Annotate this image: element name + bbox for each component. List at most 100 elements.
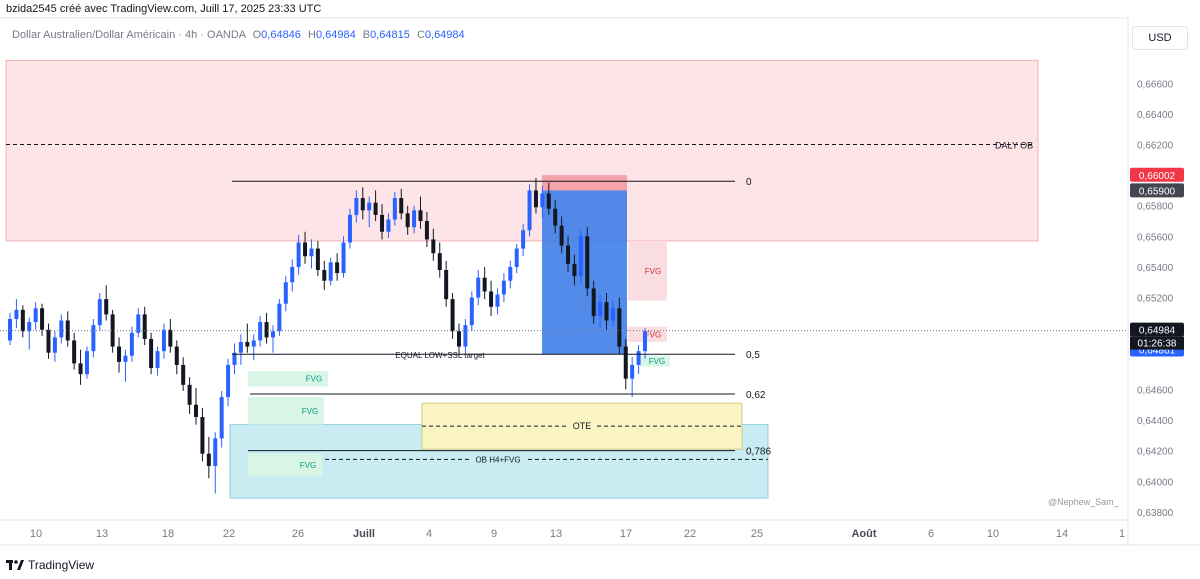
- badge-entry: 0,65900: [1130, 183, 1184, 198]
- candle-99: [643, 328, 647, 359]
- candle-11: [78, 349, 83, 385]
- candle-98: [636, 345, 641, 375]
- candle-22: [149, 332, 154, 375]
- candle-48: [315, 240, 320, 277]
- tradingview-logo-icon: [6, 560, 24, 570]
- candle-63: [412, 205, 417, 234]
- fvg-label-3: FVG: [306, 375, 322, 384]
- low-value: 0,64815: [370, 29, 410, 41]
- ote-label: OTE: [573, 421, 592, 431]
- candle-93: [604, 292, 609, 330]
- x-tick-2: 18: [162, 528, 174, 540]
- y-tick-10: 0,64400: [1137, 416, 1174, 427]
- candle-84: [546, 182, 551, 215]
- candle-9: [65, 311, 70, 347]
- candle-78: [508, 260, 513, 289]
- chart-title: bzida2545 créé avec TradingView.com, Jui…: [6, 3, 322, 15]
- fvg-zone-3: [248, 371, 328, 387]
- fvg-zone-2: [640, 355, 670, 367]
- fvg-label-1: FVG: [645, 330, 661, 339]
- candle-20: [136, 308, 141, 338]
- x-tick-6: 4: [426, 528, 432, 540]
- candle-47: [309, 239, 314, 269]
- candle-33: [219, 390, 224, 448]
- candle-29: [194, 387, 199, 425]
- candle-91: [591, 280, 596, 324]
- candle-45: [296, 234, 301, 275]
- candle-2: [20, 305, 25, 338]
- fvg-zone-5: [248, 453, 322, 477]
- svg-text:0,64984: 0,64984: [1139, 326, 1176, 337]
- svg-text:0,64861: 0,64861: [1139, 345, 1176, 356]
- x-tick-14: 10: [987, 528, 999, 540]
- candle-4: [33, 302, 38, 330]
- candle-14: [97, 292, 102, 332]
- candle-25: [168, 319, 173, 353]
- candle-82: [533, 178, 538, 214]
- fvg-label-4: FVG: [302, 407, 318, 416]
- candle-66: [431, 228, 436, 261]
- candle-43: [283, 276, 288, 312]
- y-tick-1: 0,66400: [1137, 110, 1174, 121]
- fib-label-0: 0: [746, 177, 752, 188]
- x-tick-11: 25: [751, 528, 763, 540]
- y-tick-11: 0,64200: [1137, 447, 1174, 458]
- equal-low-label: EQUAL LOW+SSL target: [395, 351, 485, 360]
- y-tick-5: 0,65600: [1137, 232, 1174, 243]
- candle-71: [463, 319, 468, 353]
- x-tick-8: 13: [550, 528, 562, 540]
- overlay-layer: 0 0,5 0,62 0,786 EQUAL LOW+SSL target: [0, 177, 1128, 458]
- candle-17: [117, 337, 122, 373]
- author-watermark: @Nephew_Sam_: [1048, 497, 1119, 507]
- candle-80: [521, 224, 526, 257]
- candle-31: [206, 436, 211, 479]
- y-tick-7: 0,65200: [1137, 294, 1174, 305]
- high-label: H: [307, 29, 316, 41]
- candle-12: [84, 346, 89, 379]
- candle-64: [418, 196, 423, 229]
- candle-18: [123, 349, 128, 382]
- short-stop-zone: [542, 175, 627, 191]
- candle-50: [328, 257, 333, 286]
- candle-36: [238, 334, 243, 365]
- candle-61: [399, 188, 404, 220]
- candle-8: [59, 314, 64, 344]
- candle-23: [155, 346, 160, 376]
- x-tick-12: Août: [851, 528, 876, 540]
- candle-62: [405, 205, 410, 235]
- fvg-zone-4: [248, 397, 324, 425]
- symbol-legend: Dollar Australien/Dollar Américain · 4h …: [12, 29, 465, 41]
- candle-58: [380, 204, 385, 240]
- candle-55: [360, 187, 365, 220]
- x-tick-1: 13: [96, 528, 108, 540]
- candle-68: [444, 260, 449, 307]
- candle-21: [142, 306, 147, 346]
- candle-54: [354, 190, 359, 223]
- candle-39: [258, 315, 263, 347]
- candle-56: [367, 196, 372, 228]
- candle-3: [27, 317, 32, 350]
- fib-label-2: 0,62: [746, 390, 766, 401]
- candle-34: [226, 358, 231, 407]
- candle-10: [72, 332, 77, 370]
- candle-51: [335, 253, 340, 281]
- y-tick-0: 0,66600: [1137, 79, 1174, 90]
- fvg-label-0: FVG: [645, 267, 661, 276]
- candles-layer: [8, 178, 647, 494]
- candle-16: [110, 309, 115, 353]
- candle-76: [495, 288, 500, 315]
- x-tick-3: 22: [223, 528, 235, 540]
- svg-text:01:26:38: 01:26:38: [1138, 339, 1177, 350]
- x-tick-0: 10: [30, 528, 42, 540]
- y-tick-13: 0,63800: [1137, 508, 1174, 519]
- candle-42: [277, 299, 282, 336]
- candle-94: [610, 300, 615, 327]
- x-tick-9: 17: [620, 528, 632, 540]
- currency-button[interactable]: USD: [1132, 26, 1188, 50]
- candle-65: [424, 211, 429, 248]
- symbol-name: Dollar Australien/Dollar Américain · 4h …: [12, 29, 246, 41]
- candle-49: [322, 260, 327, 290]
- low-label: B: [362, 29, 371, 41]
- candle-72: [469, 291, 474, 332]
- close-value: 0,64984: [424, 29, 465, 41]
